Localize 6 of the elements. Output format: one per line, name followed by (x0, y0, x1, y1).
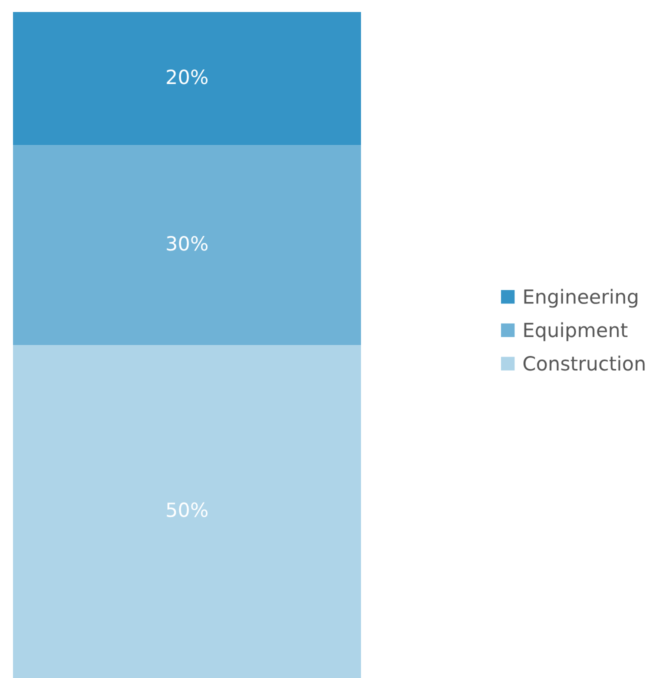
data-label: 20% (166, 70, 208, 84)
data-label: 30% (166, 236, 208, 251)
legend-label: Construction (523, 356, 645, 371)
legend-label: Equipment (524, 322, 628, 342)
legend-label: Engineering (524, 288, 638, 308)
data-label: 50% (166, 502, 208, 518)
